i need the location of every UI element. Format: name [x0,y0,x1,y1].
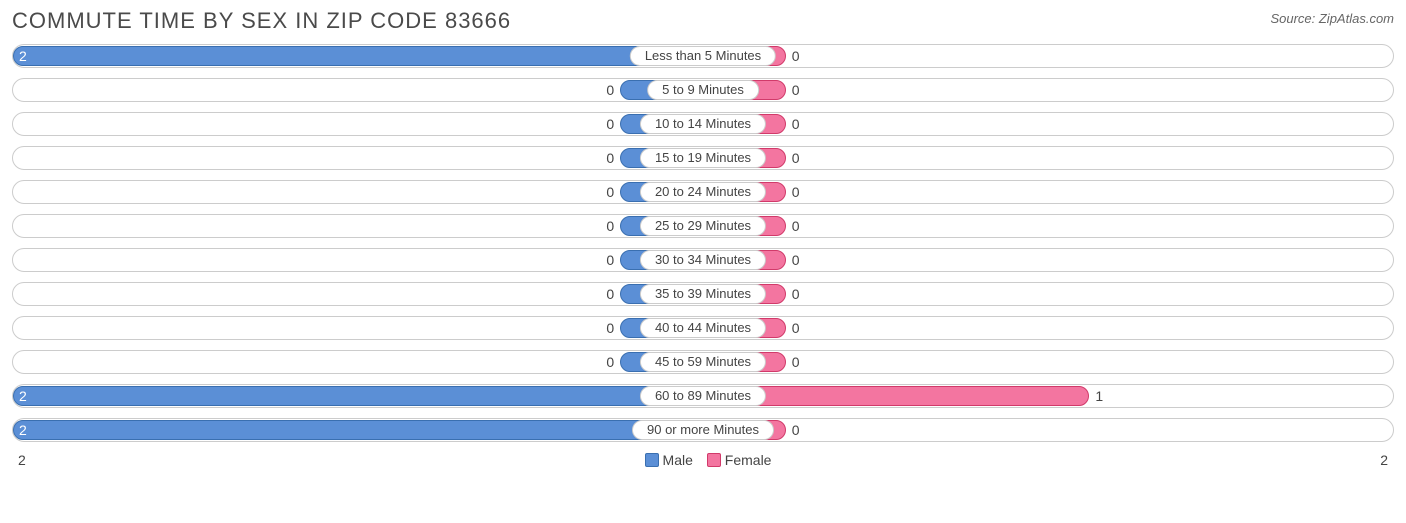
female-value-label: 0 [792,147,800,169]
female-value-label: 0 [792,181,800,203]
chart-body: 2 0 Less than 5 Minutes 0 0 5 to 9 Minutes 0 0 1… [12,44,1394,442]
chart-footer: 2 Male Female 2 [12,452,1394,468]
category-label: 5 to 9 Minutes [647,80,759,100]
category-label: 45 to 59 Minutes [640,352,766,372]
male-value-label: 2 [19,419,27,441]
legend: Male Female [26,452,1380,468]
chart-row: 0 0 40 to 44 Minutes [12,316,1394,340]
male-bar [13,420,703,440]
chart-row: 2 0 Less than 5 Minutes [12,44,1394,68]
category-label: 25 to 29 Minutes [640,216,766,236]
chart-row: 0 0 35 to 39 Minutes [12,282,1394,306]
female-value-label: 0 [792,113,800,135]
legend-female-label: Female [725,452,772,468]
female-value-label: 1 [1095,385,1103,407]
male-value-label: 0 [606,147,614,169]
male-bar [13,46,703,66]
category-label: 40 to 44 Minutes [640,318,766,338]
male-value-label: 0 [606,283,614,305]
female-value-label: 0 [792,215,800,237]
chart-row: 0 0 15 to 19 Minutes [12,146,1394,170]
category-label: 30 to 34 Minutes [640,250,766,270]
female-value-label: 0 [792,317,800,339]
chart-title: Commute Time by Sex in Zip Code 83666 [12,8,511,34]
category-label: 20 to 24 Minutes [640,182,766,202]
male-bar [13,386,703,406]
header: Commute Time by Sex in Zip Code 83666 So… [12,8,1394,34]
source-label: Source: ZipAtlas.com [1270,8,1394,26]
male-value-label: 2 [19,45,27,67]
female-value-label: 0 [792,249,800,271]
chart-row: 0 0 30 to 34 Minutes [12,248,1394,272]
male-value-label: 0 [606,113,614,135]
male-value-label: 0 [606,215,614,237]
male-value-label: 0 [606,181,614,203]
category-label: 60 to 89 Minutes [640,386,766,406]
chart-row: 0 0 45 to 59 Minutes [12,350,1394,374]
female-value-label: 0 [792,351,800,373]
legend-male-label: Male [663,452,693,468]
male-value-label: 0 [606,79,614,101]
chart-row: 0 0 20 to 24 Minutes [12,180,1394,204]
category-label: 90 or more Minutes [632,420,774,440]
female-value-label: 0 [792,283,800,305]
male-value-label: 0 [606,249,614,271]
chart-row: 0 0 5 to 9 Minutes [12,78,1394,102]
female-value-label: 0 [792,79,800,101]
female-value-label: 0 [792,45,800,67]
axis-right-label: 2 [1380,452,1388,468]
chart-row: 0 0 25 to 29 Minutes [12,214,1394,238]
male-value-label: 0 [606,351,614,373]
chart-row: 2 1 60 to 89 Minutes [12,384,1394,408]
female-swatch-icon [707,453,721,467]
male-value-label: 0 [606,317,614,339]
axis-left-label: 2 [18,452,26,468]
male-value-label: 2 [19,385,27,407]
category-label: Less than 5 Minutes [630,46,776,66]
male-swatch-icon [645,453,659,467]
category-label: 35 to 39 Minutes [640,284,766,304]
chart-row: 0 0 10 to 14 Minutes [12,112,1394,136]
chart-container: Commute Time by Sex in Zip Code 83666 So… [0,0,1406,472]
category-label: 10 to 14 Minutes [640,114,766,134]
category-label: 15 to 19 Minutes [640,148,766,168]
chart-row: 2 0 90 or more Minutes [12,418,1394,442]
female-value-label: 0 [792,419,800,441]
